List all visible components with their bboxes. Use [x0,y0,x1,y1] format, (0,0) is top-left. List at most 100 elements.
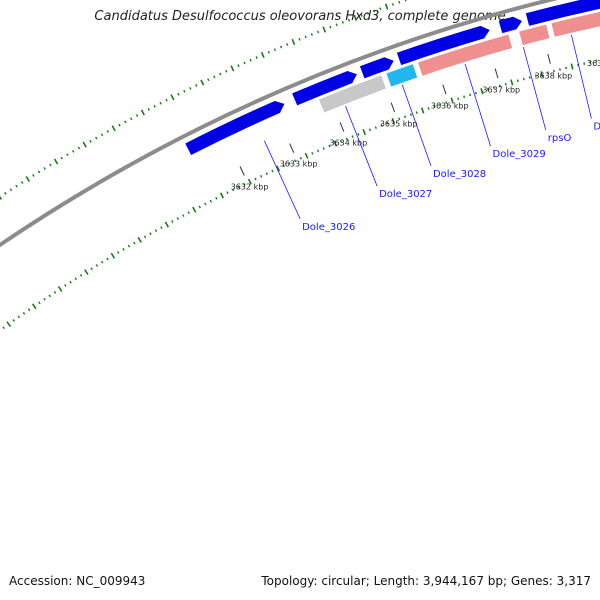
ring-dot [316,149,320,153]
ring-dot [160,226,163,229]
ring-dot [249,58,252,62]
ring-dot [391,3,394,6]
ring-dot [415,111,418,114]
tick-label: 3636 kbp [431,102,469,111]
ring-dot [4,191,7,195]
ring-dot [534,74,537,78]
ring-dot [110,252,116,259]
ring-dot [362,128,367,136]
ring-dot [457,97,460,101]
ring-dot [27,308,31,312]
ring-dot [127,244,131,248]
ring-dot [20,181,24,184]
ring-dot [276,165,281,172]
ring-dot [171,220,174,223]
ring-dot [118,123,121,127]
tick-mark [494,68,499,79]
ring-dot [69,280,72,284]
ring-dot [486,88,489,91]
ring-dot [192,206,197,213]
ring-dot [149,232,152,236]
ring-dot [237,64,240,68]
ring-dot [540,71,544,78]
reverse-strand-features [318,11,600,113]
ring-dot [15,184,18,188]
ring-dot [189,86,192,90]
ring-dot [265,172,268,176]
ring-dot [177,92,180,96]
ring-dot [254,177,257,181]
ring-dot [480,88,484,95]
ring-dot [237,185,240,189]
backbone-ring [0,0,559,248]
ring-dot [583,62,586,65]
ring-dot [528,76,531,79]
ring-dot [294,159,297,163]
ring-dot [427,107,430,110]
tick-mark [339,122,345,132]
ring-dot [366,11,369,15]
ring-dot [374,126,377,129]
tick-mark [289,143,295,153]
ring-dot [176,217,179,220]
ring-dot [404,0,407,2]
ring-dot [271,169,274,173]
ring-dot [403,115,407,119]
ring-dot [165,98,168,102]
ring-dot [433,105,436,108]
tick-label: 3633 kbp [280,160,318,169]
tick-mark [390,102,396,113]
ring-dot [373,9,376,13]
map-title: Candidatus Desulfococcus oleovorans Hxd3… [94,9,506,24]
genome-summary-text: Topology: circular; Length: 3,944,167 bp… [261,574,591,588]
ring-dot [333,140,338,147]
ring-dot [409,113,412,117]
ring-dot [282,164,285,168]
ring-dot [170,94,175,101]
reverse-cds [519,24,550,46]
ring-dot [559,68,561,71]
ring-dot [53,290,57,294]
ring-dot [298,38,301,41]
tick-label: 3637 kbp [482,86,520,95]
gene-leader-line [401,84,432,167]
backbone-arc [0,0,559,248]
ring-dot [164,221,169,228]
ring-dot [2,326,5,330]
ring-dot [32,174,35,177]
ring-dot [329,25,332,29]
tick-mark [442,84,447,95]
accession-text: Accession: NC_009943 [9,574,146,588]
ring-dot [522,77,525,81]
forward-cds [292,70,357,106]
ring-dot [140,109,145,116]
gene-leader-line [571,34,592,119]
ring-dot [43,297,46,301]
ring-dot [209,199,213,203]
ring-dot [552,69,555,73]
ring-dot [182,214,185,217]
ring-dot [89,139,92,143]
ring-dot [22,311,26,315]
forward-cds [525,0,600,26]
ring-dot [439,103,442,106]
ring-dot [195,84,198,87]
ring-dot [384,3,389,10]
ring-dot [124,120,127,124]
ring-dot [304,35,307,39]
ring-dot [231,188,235,192]
ring-dot [49,163,52,167]
ring-dot [57,285,63,292]
ring-dot [450,97,454,104]
ring-dot [147,107,150,111]
ring-dot [316,30,320,34]
tick-label: 3632 kbp [231,182,269,191]
ring-dot [77,146,81,150]
ring-dot [95,136,98,140]
ring-dot [117,251,120,254]
ring-dot [0,195,3,200]
ring-dot [339,139,343,143]
